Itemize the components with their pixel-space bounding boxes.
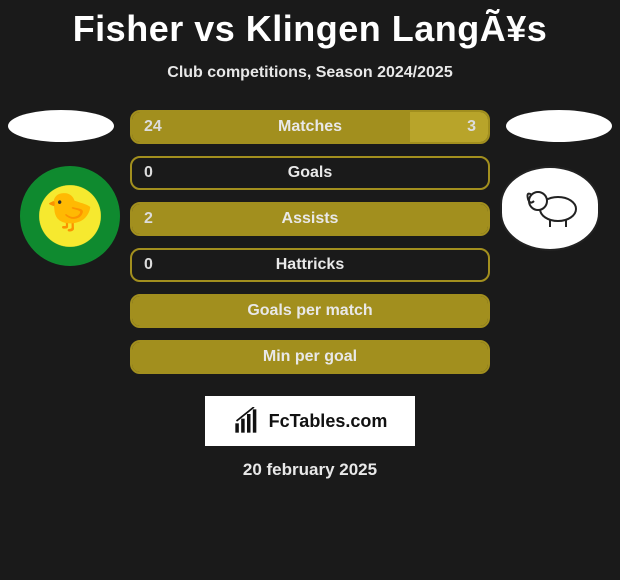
page-title: Fisher vs Klingen LangÃ¥s [0, 0, 620, 50]
date-label: 20 february 2025 [0, 460, 620, 480]
comparison-area: 🐤 Matches243Goals0Assists2Hattricks0Goal… [0, 110, 620, 374]
ellipse-left [8, 110, 114, 142]
stat-bar: Hattricks0 [130, 248, 490, 282]
bar-label: Hattricks [132, 256, 488, 274]
stat-bar: Assists2 [130, 202, 490, 236]
chart-icon [233, 407, 261, 435]
bar-label: Assists [132, 210, 488, 228]
team-logo-left: 🐤 [20, 166, 120, 266]
stat-bar: Goals per match [130, 294, 490, 328]
ellipse-right [506, 110, 612, 142]
bird-icon: 🐤 [46, 190, 93, 234]
bar-label: Goals [132, 164, 488, 182]
stat-bars: Matches243Goals0Assists2Hattricks0Goals … [130, 110, 490, 374]
ram-icon [520, 179, 580, 239]
bar-value-left: 0 [144, 164, 153, 182]
bar-value-left: 24 [144, 118, 162, 136]
watermark-text: FcTables.com [269, 411, 388, 432]
bar-label: Goals per match [132, 302, 488, 320]
subtitle: Club competitions, Season 2024/2025 [0, 64, 620, 82]
bar-value-left: 2 [144, 210, 153, 228]
bar-label: Matches [132, 118, 488, 136]
bar-label: Min per goal [132, 348, 488, 366]
bar-value-left: 0 [144, 256, 153, 274]
bar-value-right: 3 [467, 118, 476, 136]
stat-bar: Matches24 3 [130, 110, 490, 144]
team-logo-right [500, 166, 600, 251]
stat-bar: Goals0 [130, 156, 490, 190]
stat-bar: Min per goal [130, 340, 490, 374]
watermark: FcTables.com [205, 396, 415, 446]
